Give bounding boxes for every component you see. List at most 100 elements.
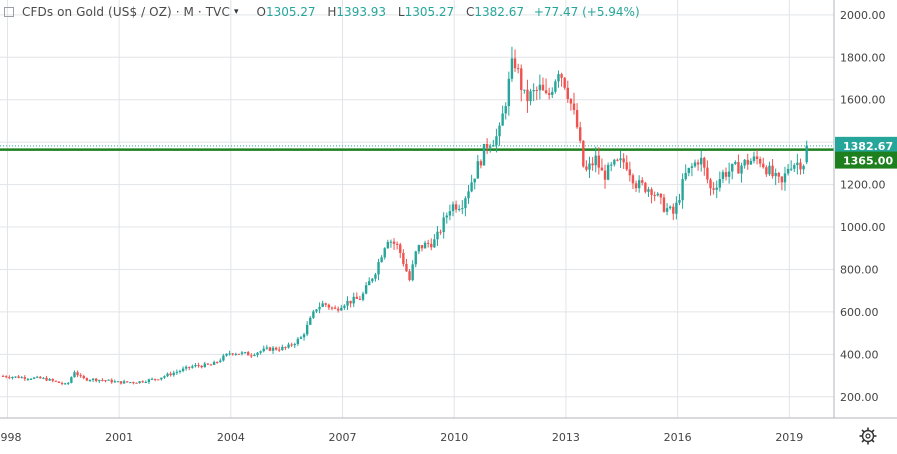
candle-body (411, 264, 414, 281)
candle-body (346, 300, 349, 306)
y-tick-label: 1000.00 (840, 221, 886, 234)
candle-body (473, 178, 476, 183)
candle-body (594, 155, 597, 166)
candle-body (408, 271, 411, 281)
candle-body (200, 365, 203, 368)
candle-body (606, 164, 610, 180)
candle-body (17, 376, 20, 378)
candle-body (231, 353, 234, 355)
candle-body (333, 307, 337, 309)
candle-body (349, 300, 352, 304)
candle-body (129, 382, 132, 384)
candle-body (330, 307, 334, 309)
candle-body (693, 162, 697, 167)
candle-body (240, 352, 244, 354)
candle-body (73, 372, 76, 378)
candle-body (684, 172, 687, 180)
candle-body (222, 355, 225, 361)
x-tick-label: 2013 (552, 431, 580, 444)
x-tick-label: 2016 (664, 431, 692, 444)
candle-body (585, 166, 588, 170)
chevron-down-icon[interactable]: ▾ (233, 7, 239, 17)
candle-body (374, 274, 377, 279)
candle-body (650, 189, 653, 196)
candle-body (327, 304, 331, 308)
candle-body (122, 381, 126, 384)
candle-body (91, 378, 95, 381)
candle-body (507, 78, 511, 107)
candle-body (430, 243, 433, 248)
candle-body (380, 257, 383, 263)
candle-body (467, 191, 470, 199)
x-tick-label: 2004 (217, 431, 245, 444)
candle-body (302, 334, 306, 338)
level-layer (0, 145, 834, 151)
candle-body (57, 381, 61, 383)
close-value: 1382.67 (474, 5, 525, 19)
candle-body (597, 155, 601, 168)
candle-body (265, 347, 269, 349)
candle-body (5, 376, 8, 378)
candle-body (746, 159, 749, 165)
candle-body (579, 127, 582, 141)
candle-body (498, 125, 501, 137)
candle-body (470, 182, 473, 192)
candle-body (616, 159, 619, 161)
candle-body (256, 352, 259, 355)
candle-body (26, 378, 30, 380)
candle-body (665, 208, 669, 212)
candle-body (433, 239, 436, 248)
candle-body (492, 145, 495, 147)
square-outline-icon[interactable] (4, 7, 14, 17)
candle-body (439, 231, 442, 233)
candle-body (631, 175, 635, 184)
candle-body (76, 372, 79, 376)
candle-body (243, 352, 247, 354)
x-tick-label: 1998 (0, 431, 21, 444)
high-value: 1393.93 (336, 5, 387, 19)
candle-body (566, 87, 569, 99)
candle-body (163, 376, 166, 378)
candle-body (305, 324, 309, 335)
candle-body (743, 159, 746, 166)
candle-body (510, 58, 514, 79)
candle-body (752, 156, 756, 161)
candle-body (172, 372, 175, 376)
candle-body (296, 338, 300, 345)
chart-legend: CFDs on Gold (US$ / OZ) · M · TVC ▾ O130… (0, 3, 640, 21)
candle-body (426, 242, 430, 244)
candle-body (352, 296, 355, 304)
candle-body (203, 363, 206, 368)
candle-body (312, 311, 315, 318)
candle-body (150, 378, 154, 380)
candle-body (793, 165, 796, 169)
candle-body (656, 193, 659, 196)
candle-body (721, 172, 725, 180)
candle-body (603, 170, 607, 180)
candle-body (501, 113, 504, 126)
close-label: C (466, 5, 475, 19)
candle-body (712, 188, 715, 190)
candle-body (690, 166, 694, 168)
symbol-title[interactable]: CFDs on Gold (US$ / OZ) · M · TVC (22, 5, 230, 19)
candle-body (324, 303, 327, 305)
candle-body (575, 110, 579, 128)
candle-body (535, 90, 538, 92)
candle-body (166, 373, 169, 377)
candle-body (206, 363, 210, 365)
candle-body (237, 353, 241, 355)
candle-body (383, 248, 386, 258)
y-tick-label: 1800.00 (840, 51, 886, 64)
y-tick-label: 1600.00 (840, 94, 886, 107)
gear-icon[interactable] (858, 426, 878, 446)
open-value: 1305.27 (265, 5, 316, 19)
candle-body (544, 90, 548, 94)
grid-layer (0, 0, 834, 418)
candle-body (141, 381, 144, 383)
candle-body (417, 245, 421, 252)
candle-body (758, 158, 762, 164)
candle-body (709, 179, 712, 189)
candle-body (457, 208, 461, 210)
